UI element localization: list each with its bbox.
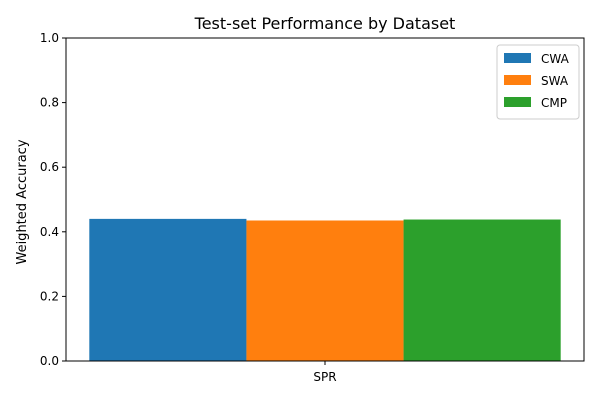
y-tick-label: 1.0 (40, 31, 59, 45)
axes-layer: SPR 0.0 0.2 0.4 0.6 0.8 1.0 (40, 31, 585, 384)
y-tick-label: 0.4 (40, 225, 59, 239)
chart-title: Test-set Performance by Dataset (194, 14, 456, 33)
x-tick-label: SPR (313, 370, 336, 384)
legend-swatch-cwa (504, 53, 531, 63)
y-tick-label: 0.2 (40, 289, 59, 303)
legend: CWA SWA CMP (496, 44, 580, 120)
bar-cmp-spr (403, 219, 561, 361)
y-tick-label: 0.6 (40, 160, 59, 174)
legend-label-cwa: CWA (541, 52, 570, 66)
bar-swa-spr (246, 220, 404, 361)
bars-layer (89, 218, 561, 361)
legend-swatch-swa (504, 75, 531, 85)
legend-label-swa: SWA (541, 74, 569, 88)
y-tick-label: 0.0 (40, 354, 59, 368)
bar-cwa-spr (89, 218, 247, 361)
y-axis-title: Weighted Accuracy (15, 139, 30, 264)
legend-swatch-cmp (504, 97, 531, 107)
plot-frame (65, 37, 585, 362)
legend-label-cmp: CMP (541, 96, 567, 110)
y-tick-label: 0.8 (40, 96, 59, 110)
